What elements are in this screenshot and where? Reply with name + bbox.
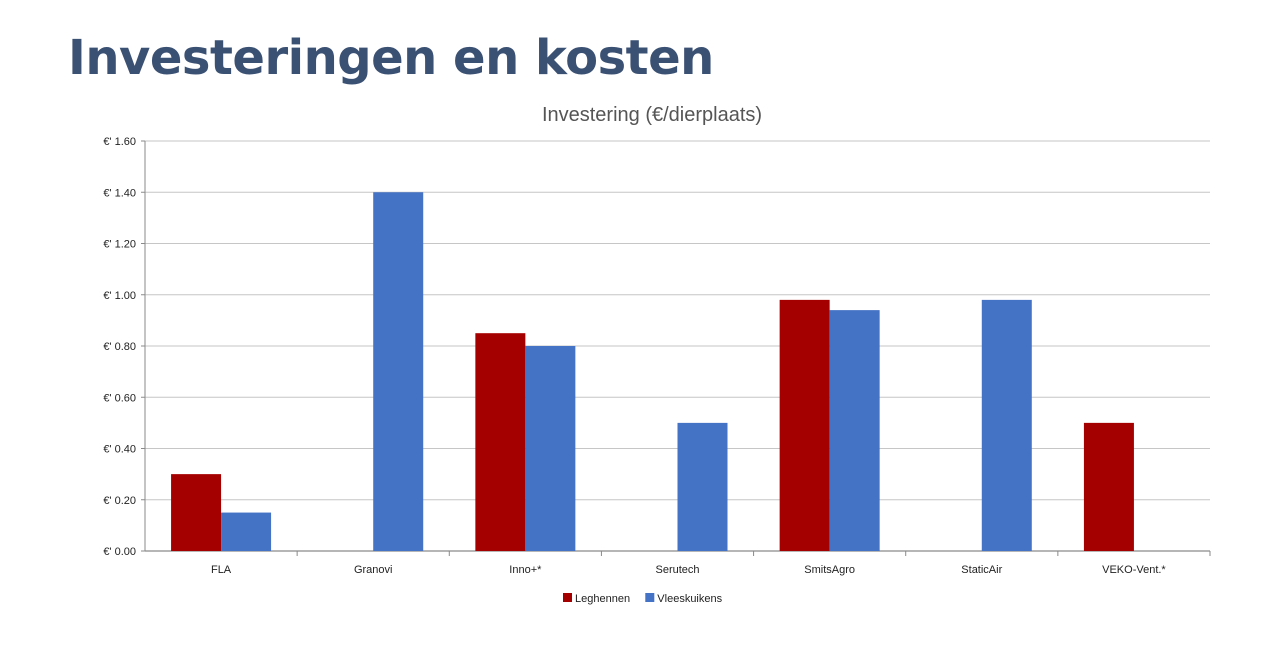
bars: [171, 192, 1134, 551]
y-tick-label: €' 1.20: [103, 239, 136, 251]
x-category-label: Serutech: [655, 564, 699, 576]
bar-leghennen-smitsagro: [779, 299, 830, 551]
x-category-label: SmitsAgro: [804, 564, 855, 576]
y-tick-label: €' 0.40: [103, 444, 136, 456]
x-category-label: VEKO-Vent.*: [1102, 564, 1166, 576]
bar-vleeskuikens-smitsagro: [829, 310, 880, 551]
bar-vleeskuikens-inno-: [525, 346, 576, 551]
legend-label: Vleeskuikens: [657, 593, 722, 605]
x-axis-labels: FLA Granovi Inno+* Serutech SmitsAgro StaticA…: [211, 564, 1166, 576]
bar-vleeskuikens-serutech: [677, 422, 728, 551]
y-tick-label: €' 0.80: [103, 341, 136, 353]
slide-title: Investeringen en kosten: [68, 30, 714, 86]
x-category-label: StaticAir: [961, 564, 1002, 576]
x-category-label: Granovi: [354, 564, 393, 576]
x-category-label: FLA: [211, 564, 232, 576]
x-category-label: Inno+*: [509, 564, 542, 576]
legend: Leghennen Vleeskuikens: [563, 593, 723, 605]
y-tick-label: €' 0.60: [103, 392, 136, 404]
bar-leghennen-fla: [171, 474, 222, 551]
x-axis: [144, 141, 1211, 556]
legend-swatch: [645, 593, 655, 602]
bar-vleeskuikens-granovi: [373, 192, 424, 551]
bar-leghennen-inno-: [475, 333, 526, 551]
bar-vleeskuikens-fla: [221, 512, 272, 551]
y-axis-ticks: €' 0.00 €' 0.20 €' 0.40 €' 0.60 €' 0.80 €' 1.…: [103, 136, 145, 558]
bar-vleeskuikens-staticair: [981, 299, 1032, 551]
legend-label: Leghennen: [575, 593, 630, 605]
chart-title: Investering (€/dierplaats): [542, 104, 762, 126]
bar-leghennen-veko-vent-: [1083, 422, 1134, 551]
y-tick-label: €' 0.00: [103, 546, 136, 558]
y-tick-label: €' 1.40: [103, 187, 136, 199]
y-tick-label: €' 1.60: [103, 136, 136, 148]
y-tick-label: €' 1.00: [103, 290, 136, 302]
legend-swatch: [563, 593, 572, 602]
y-tick-label: €' 0.20: [103, 495, 136, 507]
